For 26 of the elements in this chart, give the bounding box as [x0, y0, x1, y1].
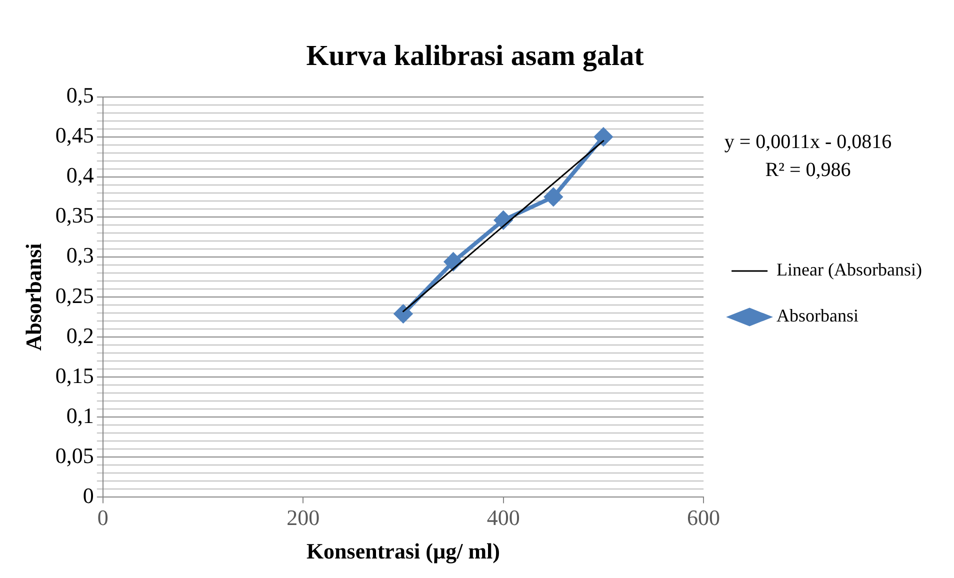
y-tick-label: 0,25	[55, 282, 94, 308]
x-tick-label: 400	[486, 505, 520, 530]
y-axis-title: Absorbansi	[20, 243, 46, 351]
y-tick-label: 0,5	[66, 82, 94, 108]
legend-label: Absorbansi	[776, 306, 859, 326]
legend-label: Linear (Absorbansi)	[776, 260, 922, 280]
y-tick-label: 0,45	[55, 122, 94, 148]
y-tick-label: 0,1	[66, 402, 94, 428]
point	[494, 211, 512, 230]
chart-title: Kurva kalibrasi asam galat	[306, 40, 644, 72]
x-tick-label: 200	[286, 505, 320, 530]
point	[594, 128, 612, 146]
x-tick-label: 600	[687, 505, 720, 530]
point	[544, 188, 562, 206]
y-tick-label: 0,35	[55, 202, 94, 228]
text: R² = 0,986	[765, 159, 851, 181]
y-tick-label: 0,3	[66, 242, 94, 268]
point	[394, 304, 412, 323]
point	[444, 252, 462, 271]
y-tick-label: 0,15	[55, 362, 94, 388]
y-tick-label: 0	[82, 482, 94, 508]
text: y = 0,0011x - 0,0816	[724, 131, 892, 153]
x-axis-title: Konsentrasi (µg/ ml)	[306, 538, 500, 564]
y-tick-label: 0,2	[66, 322, 94, 348]
y-tick-label: 0,05	[55, 442, 94, 468]
y-tick-label: 0,4	[66, 162, 94, 188]
